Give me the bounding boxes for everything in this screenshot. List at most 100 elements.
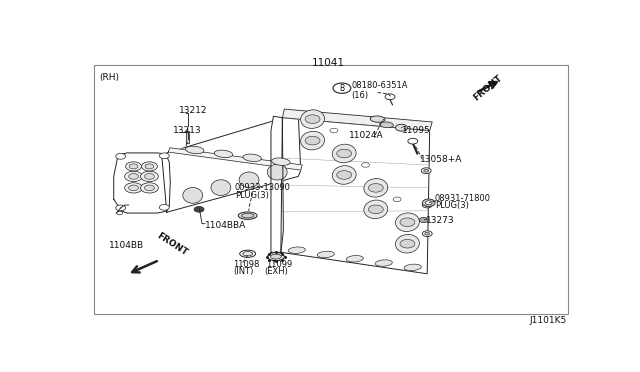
Circle shape: [305, 115, 320, 124]
Circle shape: [116, 154, 125, 159]
Text: 13213: 13213: [173, 126, 202, 135]
Circle shape: [116, 205, 125, 211]
Ellipse shape: [346, 256, 364, 262]
Circle shape: [422, 199, 435, 206]
Circle shape: [129, 164, 138, 169]
Text: 11095: 11095: [403, 126, 431, 135]
Circle shape: [194, 206, 204, 212]
Text: 08180-6351A
(16): 08180-6351A (16): [351, 81, 408, 100]
Circle shape: [145, 185, 154, 191]
Ellipse shape: [364, 200, 388, 219]
Circle shape: [305, 136, 320, 145]
Polygon shape: [186, 131, 189, 144]
Circle shape: [141, 162, 157, 171]
Circle shape: [369, 183, 383, 192]
Text: B: B: [339, 84, 344, 93]
Circle shape: [116, 211, 123, 215]
Ellipse shape: [271, 158, 290, 166]
Ellipse shape: [268, 253, 284, 261]
Polygon shape: [162, 113, 301, 212]
Circle shape: [425, 201, 432, 205]
Ellipse shape: [396, 213, 419, 231]
Circle shape: [422, 202, 432, 208]
Ellipse shape: [332, 144, 356, 163]
Text: PLUG(3): PLUG(3): [235, 191, 269, 201]
Circle shape: [333, 83, 351, 93]
Circle shape: [129, 174, 138, 179]
Text: 1104BB: 1104BB: [109, 241, 144, 250]
Text: FRONT: FRONT: [156, 231, 189, 257]
Ellipse shape: [271, 254, 282, 259]
Circle shape: [385, 94, 395, 100]
Ellipse shape: [243, 154, 261, 161]
Circle shape: [145, 174, 154, 179]
Circle shape: [125, 162, 141, 171]
Circle shape: [369, 205, 383, 214]
Ellipse shape: [301, 131, 324, 150]
Circle shape: [421, 168, 431, 173]
Ellipse shape: [186, 146, 204, 154]
Bar: [94, 65, 568, 314]
Text: (INT): (INT): [233, 267, 253, 276]
Ellipse shape: [268, 164, 287, 180]
Text: 11024A: 11024A: [349, 131, 384, 140]
Circle shape: [330, 128, 338, 133]
Circle shape: [362, 163, 369, 167]
Text: 11098: 11098: [233, 260, 259, 269]
Ellipse shape: [183, 187, 203, 203]
Text: PLUG(3): PLUG(3): [435, 201, 468, 210]
Ellipse shape: [243, 251, 253, 256]
Ellipse shape: [375, 260, 392, 266]
Circle shape: [125, 171, 143, 182]
Text: J1101K5: J1101K5: [530, 316, 567, 326]
Polygon shape: [281, 118, 429, 274]
Circle shape: [159, 153, 169, 158]
Ellipse shape: [214, 150, 233, 158]
Ellipse shape: [240, 250, 255, 257]
Ellipse shape: [380, 122, 394, 128]
Ellipse shape: [239, 172, 259, 188]
Text: 13273: 13273: [426, 216, 454, 225]
Circle shape: [425, 203, 429, 206]
Ellipse shape: [370, 116, 385, 122]
Circle shape: [129, 185, 138, 191]
Circle shape: [400, 218, 415, 227]
Ellipse shape: [317, 251, 335, 258]
Polygon shape: [168, 148, 302, 170]
Text: 08931-71800: 08931-71800: [435, 194, 491, 203]
Ellipse shape: [404, 264, 421, 270]
Ellipse shape: [238, 212, 257, 219]
Text: 1104BBA: 1104BBA: [205, 221, 246, 230]
Text: 11041: 11041: [312, 58, 344, 68]
Ellipse shape: [241, 214, 254, 218]
Ellipse shape: [301, 110, 324, 128]
Text: (EXH): (EXH): [264, 267, 289, 276]
Ellipse shape: [332, 166, 356, 184]
Circle shape: [141, 183, 158, 193]
Text: FRONT: FRONT: [472, 73, 504, 102]
Circle shape: [393, 197, 401, 202]
Circle shape: [424, 169, 429, 172]
Circle shape: [337, 171, 351, 179]
Circle shape: [145, 164, 154, 169]
Circle shape: [422, 231, 432, 237]
Text: 00933-13090: 00933-13090: [235, 183, 291, 192]
Polygon shape: [114, 153, 170, 213]
Circle shape: [125, 183, 143, 193]
Circle shape: [396, 124, 408, 131]
Polygon shape: [282, 109, 432, 131]
Ellipse shape: [211, 180, 231, 196]
Ellipse shape: [288, 247, 305, 253]
Circle shape: [141, 171, 158, 182]
Polygon shape: [271, 116, 284, 252]
Text: 11099: 11099: [266, 260, 292, 269]
Text: 13212: 13212: [179, 106, 208, 115]
Circle shape: [337, 149, 351, 158]
Circle shape: [400, 240, 415, 248]
Circle shape: [159, 205, 169, 210]
Circle shape: [419, 217, 428, 222]
Circle shape: [408, 138, 418, 144]
Text: 13058+A: 13058+A: [420, 155, 462, 164]
Ellipse shape: [396, 234, 419, 253]
Ellipse shape: [364, 179, 388, 197]
